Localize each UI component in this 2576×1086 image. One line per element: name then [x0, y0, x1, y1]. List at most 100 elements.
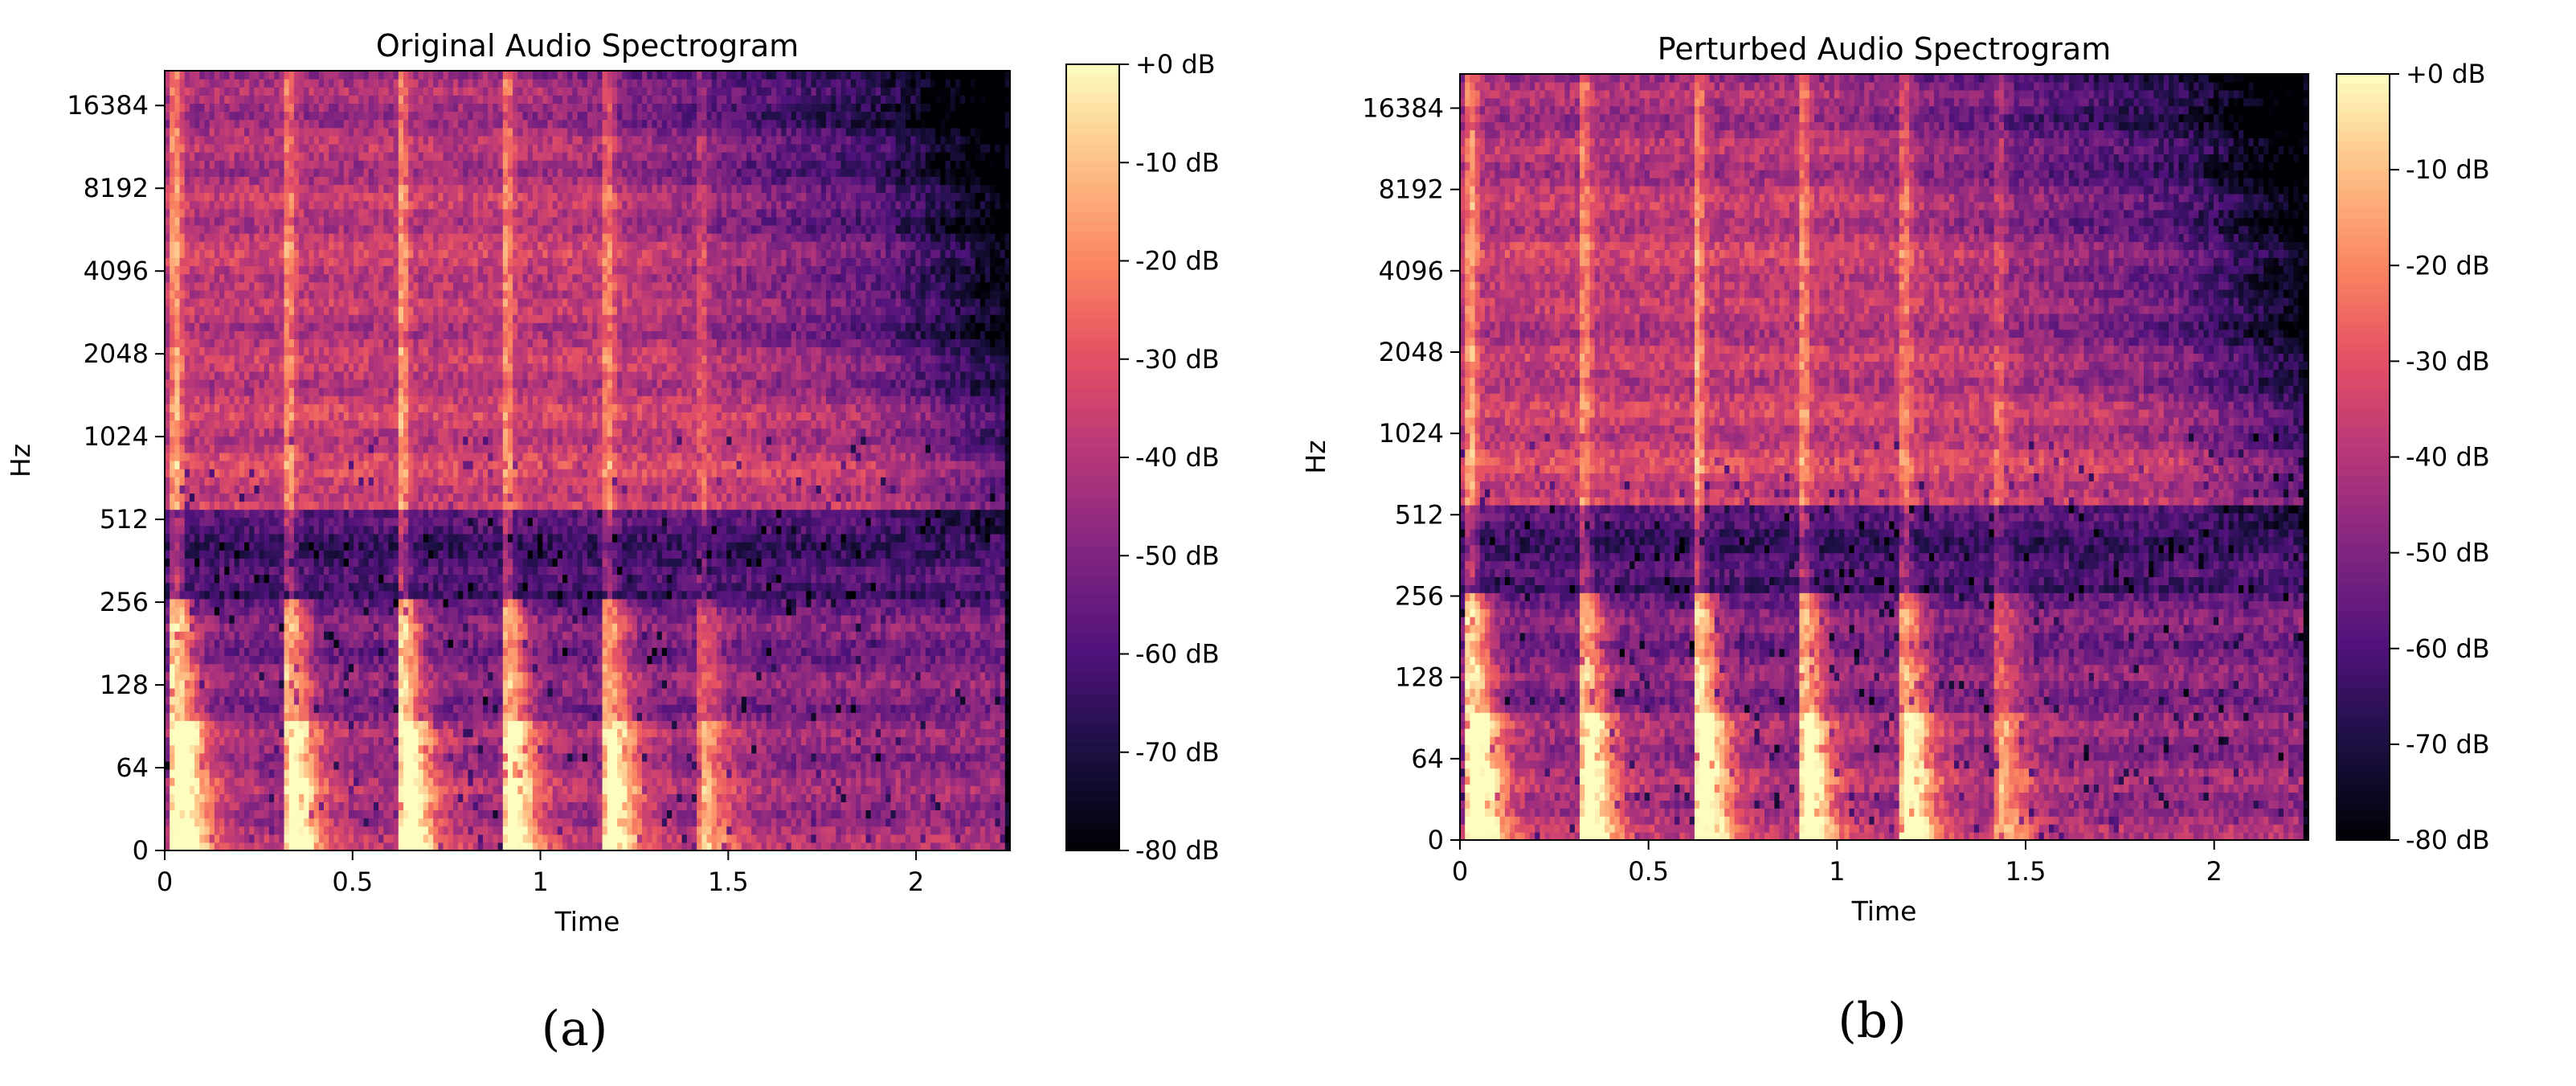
- spectrogram-cell: [194, 502, 200, 510]
- spectrogram-cell: [199, 445, 205, 453]
- spectrogram-cell: [199, 502, 205, 510]
- spectrogram-cell: [194, 558, 200, 567]
- spectrogram-cell: [190, 241, 195, 250]
- spectrogram-cell: [180, 607, 186, 616]
- spectrogram-cell: [180, 209, 186, 218]
- spectrogram-cell: [210, 103, 215, 112]
- spectrogram-cell: [174, 615, 180, 624]
- spectrogram-cell: [190, 574, 195, 583]
- spectrogram-cell: [210, 753, 215, 762]
- spectrogram-cell: [165, 745, 170, 754]
- spectrogram-cell: [170, 542, 175, 551]
- spectrogram-cell: [199, 436, 205, 445]
- spectrogram-cell: [170, 818, 175, 827]
- spectrogram-cell: [190, 95, 195, 104]
- spectrogram-cell: [165, 128, 170, 137]
- spectrogram-cell: [185, 656, 190, 665]
- spectrogram-cell: [170, 826, 175, 835]
- spectrogram-cell: [194, 322, 200, 331]
- spectrogram-cell: [170, 168, 175, 177]
- spectrogram-cell: [170, 631, 175, 640]
- spectrogram-cell: [190, 656, 195, 665]
- spectrogram-cell: [180, 112, 186, 121]
- spectrogram-cell: [165, 95, 170, 104]
- spectrogram-cell: [190, 79, 195, 88]
- spectrogram-cell: [205, 737, 211, 746]
- spectrogram-cell: [174, 809, 180, 818]
- spectrogram-cell: [174, 542, 180, 551]
- spectrogram-cell: [165, 176, 170, 185]
- spectrogram-cell: [174, 371, 180, 380]
- spectrogram-cell: [180, 152, 186, 161]
- spectrogram-cell: [190, 623, 195, 632]
- spectrogram-cell: [180, 712, 186, 721]
- spectrogram-cell: [199, 785, 205, 794]
- spectrogram-cell: [205, 144, 211, 153]
- spectrogram-cell: [180, 71, 186, 80]
- spectrogram-cell: [210, 274, 215, 283]
- spectrogram-cell: [210, 314, 215, 323]
- spectrogram-cell: [190, 680, 195, 689]
- spectrogram-cell: [170, 160, 175, 169]
- spectrogram-cell: [199, 347, 205, 356]
- spectrogram-cell: [170, 664, 175, 673]
- spectrogram-cell: [165, 761, 170, 770]
- spectrogram-cell: [165, 225, 170, 234]
- spectrogram-cell: [185, 95, 190, 104]
- spectrogram-cell: [170, 615, 175, 624]
- spectrogram-cell: [199, 71, 205, 80]
- spectrogram-cell: [205, 599, 211, 608]
- spectrogram-cell: [205, 631, 211, 640]
- spectrogram-cell: [174, 510, 180, 518]
- spectrogram-cell: [170, 282, 175, 291]
- spectrogram-cell: [180, 249, 186, 258]
- spectrogram-cell: [199, 160, 205, 169]
- spectrogram-cell: [170, 152, 175, 161]
- spectrogram-cell: [185, 168, 190, 177]
- spectrogram-cell: [180, 347, 186, 356]
- spectrogram-cell: [190, 793, 195, 802]
- spectrogram-cell: [210, 330, 215, 339]
- spectrogram-cell: [210, 209, 215, 218]
- spectrogram-cell: [165, 428, 170, 437]
- spectrogram-cell: [194, 136, 200, 145]
- spectrogram-cell: [165, 241, 170, 250]
- spectrogram-cell: [190, 745, 195, 754]
- spectrogram-cell: [185, 298, 190, 307]
- spectrogram-cell: [174, 209, 180, 218]
- spectrogram-cell: [170, 95, 175, 104]
- spectrogram-cell: [190, 322, 195, 331]
- spectrogram-cell: [210, 574, 215, 583]
- spectrogram-cell: [170, 112, 175, 121]
- spectrogram-cell: [170, 801, 175, 810]
- spectrogram-cell: [180, 176, 186, 185]
- spectrogram-cell: [174, 623, 180, 632]
- spectrogram-cell: [180, 574, 186, 583]
- spectrogram-cell: [190, 453, 195, 461]
- spectrogram-cell: [174, 193, 180, 202]
- spectrogram-cell: [190, 347, 195, 356]
- spectrogram-cell: [170, 526, 175, 535]
- spectrogram-cell: [190, 591, 195, 600]
- spectrogram-cell: [180, 558, 186, 567]
- spectrogram-cell: [205, 201, 211, 210]
- spectrogram-cell: [210, 184, 215, 193]
- spectrogram-cell: [205, 502, 211, 510]
- spectrogram-cell: [205, 623, 211, 632]
- spectrogram-cell: [210, 639, 215, 648]
- spectrogram-cell: [199, 542, 205, 551]
- spectrogram-cell: [194, 785, 200, 794]
- spectrogram-cell: [199, 477, 205, 486]
- spectrogram-cell: [165, 322, 170, 331]
- spectrogram-cell: [180, 753, 186, 762]
- spectrogram-cell: [170, 379, 175, 388]
- spectrogram-cell: [180, 412, 186, 420]
- spectrogram-cell: [170, 209, 175, 218]
- spectrogram-cell: [180, 453, 186, 461]
- spectrogram-cell: [190, 209, 195, 218]
- spectrogram-cell: [180, 518, 186, 527]
- spectrogram-cell: [199, 842, 205, 851]
- spectrogram-cell: [165, 290, 170, 299]
- spectrogram-cell: [180, 542, 186, 551]
